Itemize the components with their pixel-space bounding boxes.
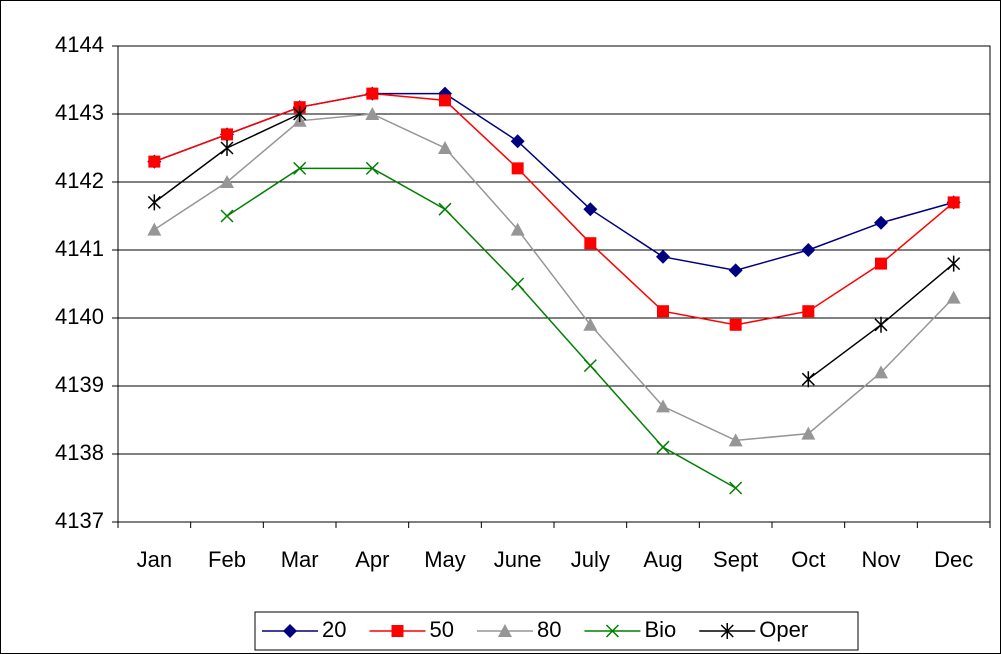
legend-box [254, 611, 859, 651]
x-tick-label: Sept [713, 547, 758, 572]
marker [656, 440, 670, 454]
marker [220, 209, 234, 223]
marker [946, 290, 961, 304]
marker [439, 94, 451, 107]
series-line [153, 113, 955, 442]
legend-label: Oper [759, 617, 808, 642]
marker [801, 371, 815, 388]
marker [220, 140, 234, 156]
marker [220, 175, 234, 188]
x-tick-label: July [571, 547, 610, 572]
marker [510, 222, 525, 236]
marker [365, 107, 380, 120]
legend-marker [605, 624, 619, 638]
marker [729, 481, 743, 495]
marker [656, 249, 670, 264]
legend-marker [283, 624, 297, 638]
marker [728, 433, 743, 447]
legend-marker [497, 624, 512, 637]
x-tick-label: June [494, 547, 542, 572]
marker [221, 128, 233, 141]
marker [583, 317, 598, 331]
y-tick-label: 4144 [55, 32, 104, 57]
marker [802, 305, 815, 318]
y-tick-label: 4141 [55, 236, 104, 261]
marker [293, 161, 307, 175]
marker [511, 162, 524, 175]
marker [729, 318, 742, 331]
marker [583, 359, 597, 373]
marker [875, 257, 887, 270]
x-tick-label: Apr [355, 547, 389, 572]
y-tick-label: 4143 [55, 100, 104, 125]
y-tick-label: 4139 [55, 372, 104, 397]
x-tick-label: Jan [137, 547, 172, 572]
x-tick-label: Feb [208, 547, 246, 572]
marker [874, 316, 888, 333]
x-tick-label: Oct [791, 547, 825, 572]
marker [147, 194, 161, 211]
legend-label: 20 [322, 617, 346, 642]
marker [293, 106, 307, 122]
legend-label: Bio [644, 617, 676, 642]
marker [438, 141, 452, 154]
x-tick-label: May [424, 547, 466, 572]
marker [801, 243, 816, 257]
marker [584, 237, 597, 250]
marker [947, 196, 960, 209]
marker [510, 134, 525, 149]
marker [438, 202, 452, 216]
marker [365, 161, 379, 175]
legend-label: 80 [537, 617, 561, 642]
legend-marker [720, 623, 734, 639]
x-tick-label: Mar [281, 547, 319, 572]
marker [366, 87, 379, 100]
y-tick-label: 4137 [55, 508, 104, 533]
marker [728, 263, 743, 278]
x-tick-label: Nov [861, 547, 900, 572]
marker [874, 365, 888, 379]
marker [874, 215, 888, 230]
marker [511, 277, 525, 291]
x-tick-label: Dec [934, 547, 973, 572]
x-tick-label: Aug [643, 547, 682, 572]
series-line [226, 167, 737, 489]
y-tick-label: 4140 [55, 304, 104, 329]
y-tick-label: 4142 [55, 168, 104, 193]
marker [657, 305, 669, 318]
marker [801, 426, 816, 440]
y-tick-label: 4138 [55, 440, 104, 465]
marker [583, 202, 598, 217]
marker [147, 222, 162, 236]
marker [656, 399, 670, 413]
marker [148, 155, 161, 168]
legend-label: 50 [429, 617, 453, 642]
series-line [154, 92, 955, 326]
marker [947, 255, 961, 272]
legend-marker [391, 625, 404, 637]
